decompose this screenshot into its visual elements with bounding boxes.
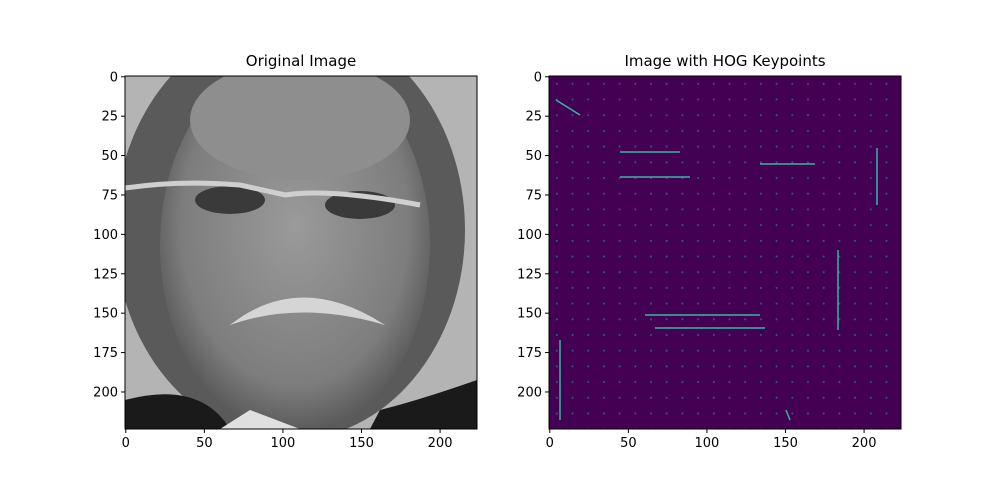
x-tick-label: 200 xyxy=(428,436,453,451)
hog-image xyxy=(549,76,901,429)
y-tick-label: 150 xyxy=(93,307,118,322)
x-tick-label: 100 xyxy=(695,436,720,451)
x-tick-label: 200 xyxy=(852,436,877,451)
y-tick-label: 0 xyxy=(110,70,118,85)
x-tick-label: 100 xyxy=(271,436,296,451)
y-tick-label: 25 xyxy=(101,110,118,125)
y-tick-label: 100 xyxy=(517,228,542,243)
y-tick-label: 175 xyxy=(517,346,542,361)
y-tick-label: 125 xyxy=(517,267,542,282)
y-tick-label: 200 xyxy=(517,385,542,400)
y-tick-label: 50 xyxy=(101,149,118,164)
y-tick-label: 75 xyxy=(101,188,118,203)
x-tick-label: 0 xyxy=(546,436,554,451)
y-tick-label: 25 xyxy=(525,110,542,125)
x-tick-label: 150 xyxy=(349,436,374,451)
y-tick-label: 50 xyxy=(525,149,542,164)
y-tick-label: 150 xyxy=(517,307,542,322)
chart-title: Original Image xyxy=(246,52,356,70)
y-tick-label: 0 xyxy=(534,70,542,85)
x-tick-label: 150 xyxy=(773,436,798,451)
y-tick-label: 75 xyxy=(525,188,542,203)
x-tick-label: 50 xyxy=(620,436,637,451)
y-tick-label: 200 xyxy=(93,385,118,400)
axes-frame xyxy=(548,75,902,430)
y-tick-label: 125 xyxy=(93,267,118,282)
y-tick-label: 175 xyxy=(93,346,118,361)
x-tick-label: 0 xyxy=(122,436,130,451)
y-tick-label: 100 xyxy=(93,228,118,243)
axes-frame xyxy=(124,75,478,430)
photo xyxy=(125,76,477,429)
chart-title: Image with HOG Keypoints xyxy=(624,52,825,70)
x-tick-label: 50 xyxy=(196,436,213,451)
